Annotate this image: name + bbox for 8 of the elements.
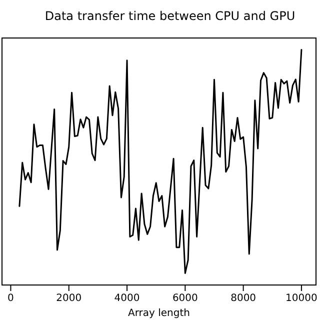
x-tick-label: 2000 <box>56 293 82 304</box>
x-tick-label: 6000 <box>172 293 198 304</box>
x-tick-label: 10000 <box>286 293 318 304</box>
chart-title: Data transfer time between CPU and GPU <box>44 9 296 23</box>
x-tick-label: 4000 <box>114 293 140 304</box>
x-axis-title: Array length <box>128 308 190 319</box>
x-tick-label: 0 <box>8 293 14 304</box>
x-tick-label: 8000 <box>230 293 256 304</box>
